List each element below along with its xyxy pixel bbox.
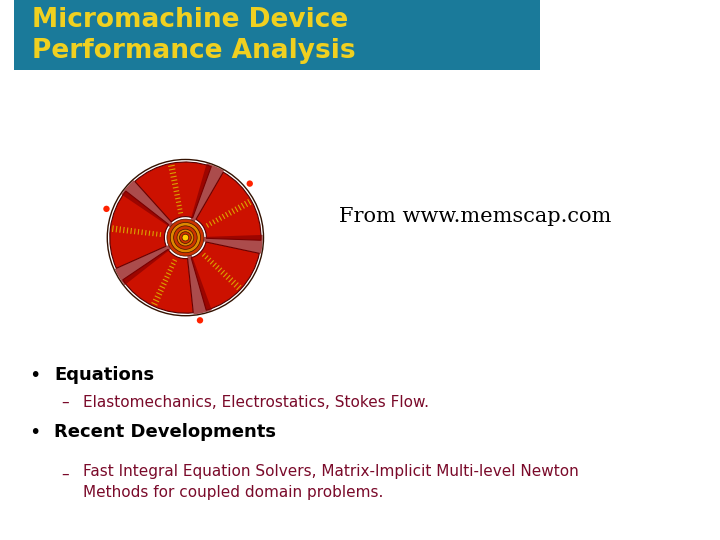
Wedge shape — [192, 242, 259, 310]
Text: –: – — [61, 395, 69, 410]
Circle shape — [197, 317, 203, 323]
Circle shape — [177, 229, 194, 246]
Text: •: • — [29, 366, 40, 385]
Text: From www.memscap.com: From www.memscap.com — [339, 206, 611, 226]
Text: –: – — [61, 467, 69, 482]
Circle shape — [246, 180, 253, 187]
Wedge shape — [191, 163, 224, 221]
Circle shape — [167, 219, 204, 256]
Text: •: • — [29, 422, 40, 442]
Text: Equations: Equations — [54, 366, 154, 384]
FancyBboxPatch shape — [14, 0, 540, 70]
Wedge shape — [114, 245, 171, 285]
Wedge shape — [122, 249, 193, 313]
Text: Recent Developments: Recent Developments — [54, 423, 276, 441]
Circle shape — [103, 206, 109, 212]
Wedge shape — [187, 255, 212, 314]
Circle shape — [174, 226, 197, 249]
Circle shape — [179, 232, 192, 244]
Wedge shape — [135, 162, 211, 222]
Text: Fast Integral Equation Solvers, Matrix-Implicit Multi-level Newton
Methods for c: Fast Integral Equation Solvers, Matrix-I… — [83, 464, 579, 501]
Text: Elastomechanics, Electrostatics, Stokes Flow.: Elastomechanics, Electrostatics, Stokes … — [83, 395, 429, 410]
Wedge shape — [122, 180, 173, 227]
Wedge shape — [196, 172, 261, 240]
Wedge shape — [204, 235, 263, 254]
Circle shape — [171, 222, 201, 253]
Circle shape — [182, 234, 189, 241]
Wedge shape — [110, 191, 169, 268]
Text: Micromachine Device: Micromachine Device — [32, 6, 348, 32]
Text: Performance Analysis: Performance Analysis — [32, 38, 356, 64]
